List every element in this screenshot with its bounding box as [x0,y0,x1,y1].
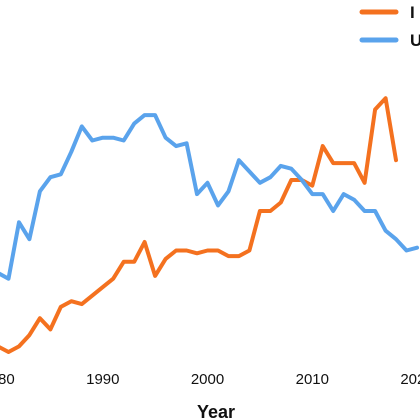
x-axis-ticks: 1980 1990 2000 2010 2020 [0,371,420,388]
x-axis-title: Year [197,402,235,420]
legend-label-0: I [410,3,415,22]
legend-label-1: U [410,31,420,50]
x-tick-label-3: 2010 [296,371,329,388]
legend: IU [359,3,420,50]
series-line-0 [0,96,398,354]
series-lines [0,96,419,354]
x-tick-label-2: 2000 [191,371,224,388]
series-line-1 [0,113,419,281]
x-tick-label-1: 1990 [86,371,119,388]
x-tick-label-0: 1980 [0,371,15,388]
x-tick-label-4: 2020 [400,371,420,388]
